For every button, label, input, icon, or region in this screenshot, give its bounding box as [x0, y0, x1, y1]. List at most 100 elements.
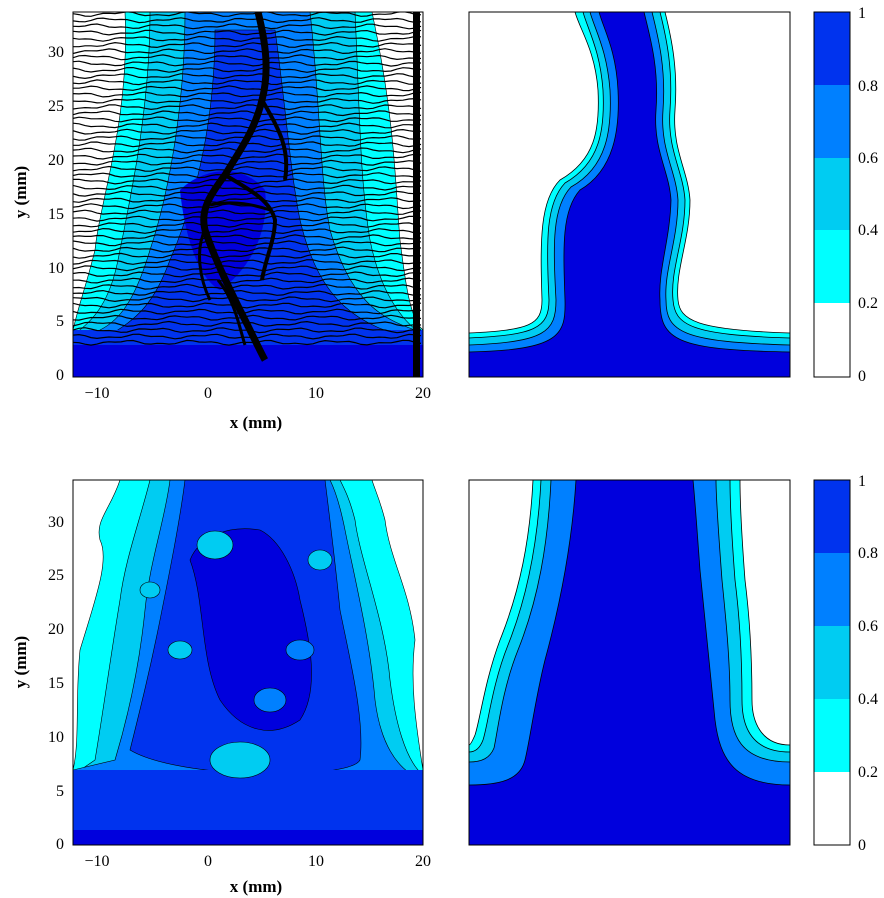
contour-line	[73, 85, 422, 92]
contour-line	[73, 252, 422, 259]
colorbar-bottom: 0 0.2 0.4 0.6 0.8 1	[813, 473, 878, 854]
tick-label: 10	[308, 853, 324, 870]
colorbar-segment	[814, 480, 850, 553]
tick-label: 25	[48, 98, 64, 115]
contour-line	[73, 302, 422, 309]
contour-line	[73, 227, 422, 235]
tick-label: 20	[415, 853, 431, 870]
colorbar-segment	[814, 699, 850, 772]
contour-line	[73, 104, 422, 111]
contour-line	[73, 91, 422, 98]
contour-line	[73, 122, 422, 129]
tick-label: 0	[204, 385, 212, 402]
tick-label: 20	[415, 385, 431, 402]
tick-label: 0.2	[858, 764, 878, 781]
tick-label: 0.2	[858, 295, 878, 312]
plot-frame	[468, 11, 791, 378]
contour-line	[73, 110, 422, 117]
tick-label: −10	[84, 853, 109, 870]
contour-line	[73, 172, 422, 179]
contour-line	[73, 196, 422, 203]
tick-label: 0.6	[858, 150, 878, 167]
contour-line	[73, 35, 422, 42]
y-axis-top-left: 0 5 10 15 20 25 30 y (mm)	[11, 44, 64, 384]
colorbar-segment	[814, 158, 850, 230]
colorbar-segment	[814, 12, 850, 85]
tick-label: 1	[858, 5, 866, 22]
y-axis-bottom-left: 0 5 10 15 20 25 30 y (mm)	[11, 514, 64, 853]
plot-frame	[468, 479, 791, 846]
tick-label: 0.4	[858, 691, 878, 708]
tick-label: 20	[48, 152, 64, 169]
tick-label: 0	[858, 368, 866, 385]
tick-label: 10	[48, 260, 64, 277]
heatmap-bottom-left	[73, 480, 423, 845]
contour-line	[73, 54, 422, 61]
x-axis-bottom-left: −10 0 10 20 x (mm)	[84, 853, 431, 896]
tick-label: 15	[48, 206, 64, 223]
tick-label: 0.8	[858, 545, 878, 562]
contour-line	[73, 17, 422, 24]
contour-line	[73, 190, 422, 197]
contour-line	[73, 23, 422, 30]
contour-line	[73, 259, 422, 266]
tick-label: 0	[56, 836, 64, 853]
contour-line	[73, 289, 422, 297]
contour-line	[73, 277, 422, 284]
colorbar-frame	[813, 479, 851, 846]
tick-label: 0.8	[858, 78, 878, 95]
tick-label: 1	[858, 473, 866, 490]
panel-bottom-right	[468, 479, 791, 846]
colorbar-segment	[814, 85, 850, 158]
contour-line	[73, 147, 422, 154]
contour-line	[73, 66, 422, 73]
contour-line	[73, 333, 422, 340]
contour-line	[73, 97, 422, 104]
colorbar-segment	[814, 772, 850, 845]
contour-line	[73, 73, 422, 80]
y-axis-title: y (mm)	[11, 166, 30, 218]
tick-label: 5	[56, 313, 64, 330]
contour-line	[73, 296, 422, 303]
contour-line	[73, 339, 422, 346]
colorbar-top: 0 0.2 0.4 0.6 0.8 1	[813, 5, 878, 385]
plot-frame	[72, 11, 424, 378]
colorbar-frame	[813, 11, 851, 378]
tick-label: 30	[48, 44, 64, 61]
tick-label: 0	[204, 853, 212, 870]
contour-line	[73, 178, 422, 185]
plot-frame	[72, 479, 424, 846]
contour-line	[73, 116, 422, 123]
x-axis-title: x (mm)	[230, 877, 282, 896]
contour-line	[73, 153, 422, 160]
heatmap-top-right	[469, 12, 790, 377]
colorbar-segment	[814, 626, 850, 699]
contour-line	[73, 271, 422, 278]
x-axis-top-left: −10 0 10 20 x (mm)	[84, 385, 431, 432]
tick-label: 0	[858, 837, 866, 854]
contour-line	[73, 234, 422, 241]
crack-overlay	[198, 12, 289, 362]
colorbar-segment	[814, 553, 850, 626]
panel-top-left: −10 0 10 20 x (mm) 0 5 10 15 20 25 30 y …	[11, 11, 431, 432]
tick-label: 0.4	[858, 222, 878, 239]
tick-label: 10	[48, 729, 64, 746]
contour-line	[73, 60, 422, 67]
colorbar-segment	[814, 230, 850, 303]
tick-label: 25	[48, 567, 64, 584]
panel-top-right	[468, 11, 791, 378]
contour-line	[73, 246, 422, 253]
panel-bottom-left: −10 0 10 20 x (mm) 0 5 10 15 20 25 30 y …	[11, 479, 431, 896]
tick-label: 5	[56, 783, 64, 800]
contour-line	[73, 165, 422, 172]
contour-line	[73, 41, 422, 49]
contour-line	[73, 29, 422, 36]
tick-label: 0.6	[858, 618, 878, 635]
contour-line	[73, 209, 422, 216]
tick-label: 0	[56, 367, 64, 384]
heatmap-bottom-right	[469, 480, 790, 845]
y-axis-title: y (mm)	[11, 636, 30, 688]
tick-label: −10	[84, 385, 109, 402]
contour-line	[73, 265, 422, 272]
